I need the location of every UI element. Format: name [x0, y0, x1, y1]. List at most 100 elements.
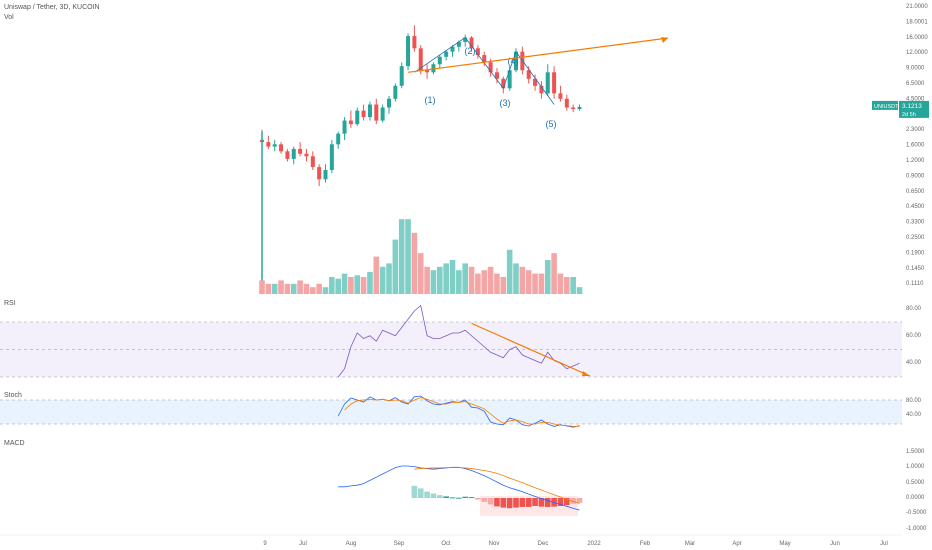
- macd-histogram-bar: [487, 498, 494, 505]
- rsi-trendline: [471, 322, 591, 377]
- price-axis-tick: 21.0000: [906, 4, 928, 10]
- macd-axis-tick: 0.0000: [906, 495, 925, 501]
- volume-bar: [405, 219, 411, 294]
- trendline-arrowhead: [661, 37, 668, 43]
- time-axis-tick: Aug: [346, 541, 357, 547]
- candle-body: [564, 98, 569, 108]
- candle-body: [291, 148, 296, 159]
- stoch-panel-label: Stoch: [4, 392, 22, 399]
- volume-label: Vol: [4, 14, 14, 21]
- volume-bar: [335, 278, 341, 294]
- candle-body: [507, 70, 512, 89]
- price-badge-value: 3.1213: [902, 103, 922, 110]
- volume-bar: [310, 287, 316, 294]
- rsi-axis-tick: 40.00: [906, 360, 922, 366]
- price-badge: [899, 100, 929, 118]
- time-axis-tick: Mar: [685, 541, 695, 547]
- candle-body: [558, 93, 563, 99]
- volume-bar: [303, 283, 310, 294]
- volume-bar: [481, 270, 488, 294]
- candle-body: [545, 72, 550, 94]
- volume-bar: [379, 266, 386, 294]
- macd-histogram-bar: [494, 498, 500, 507]
- volume-bar: [271, 283, 278, 294]
- macd-histogram-bar: [564, 498, 570, 506]
- candle-body: [367, 104, 372, 118]
- macd-histogram-bar: [538, 498, 545, 507]
- candle-body: [482, 55, 487, 63]
- candle-body: [387, 98, 391, 108]
- price-axis-tick: 2.3000: [906, 127, 925, 133]
- rsi-panel-label: RSI: [4, 300, 16, 307]
- macd-histogram-bar: [570, 498, 576, 504]
- stoch-d-line: [344, 397, 580, 427]
- macd-axis-tick: -0.5000: [906, 510, 927, 516]
- macd-histogram-bar: [411, 485, 418, 498]
- rsi-line: [337, 304, 580, 378]
- rsi-axis-tick: 80.00: [906, 306, 922, 312]
- macd-histogram-bar: [443, 496, 449, 498]
- volume-bar: [341, 273, 348, 294]
- price-axis-tick: 0.1900: [906, 250, 925, 256]
- macd-histogram-bar: [519, 498, 526, 507]
- volume-bar: [449, 260, 456, 294]
- candle-body: [501, 78, 506, 89]
- macd-panel-label: MACD: [4, 440, 25, 447]
- volume-bar: [386, 263, 392, 294]
- macd-histogram-bar: [513, 498, 519, 508]
- volume-bar: [494, 273, 500, 294]
- price-axis-tick: 1.2000: [906, 158, 925, 164]
- macd-histogram-bar: [525, 498, 532, 507]
- price-axis-tick: 6.5000: [906, 81, 925, 87]
- candle-body: [514, 51, 518, 71]
- macd-histogram-bar: [557, 498, 564, 506]
- volume-bar: [430, 270, 437, 294]
- time-axis-tick: Jul: [299, 541, 307, 547]
- wave-label: (4): [508, 56, 519, 66]
- candle-body: [336, 133, 341, 145]
- stoch-axis-tick: 80.00: [906, 398, 922, 404]
- macd-histogram-bar: [532, 498, 538, 506]
- volume-bar: [354, 275, 361, 294]
- candle-body: [361, 110, 366, 118]
- price-badge-symbol-text: UNIUSDT: [874, 104, 899, 110]
- price-axis-tick: 0.2500: [906, 235, 925, 241]
- volume-bar: [424, 266, 430, 294]
- volume-bar: [462, 263, 468, 294]
- candle-body: [425, 70, 430, 73]
- volume-bar: [525, 270, 532, 294]
- candle-body: [456, 42, 461, 47]
- volume-bar: [532, 273, 538, 294]
- candle-body: [374, 104, 379, 121]
- candle-body: [444, 51, 449, 57]
- candle-body: [317, 167, 322, 180]
- volume-bar: [538, 273, 545, 294]
- candle-body: [342, 120, 347, 134]
- wave-label: (1): [425, 95, 436, 105]
- volume-bar: [367, 271, 373, 294]
- price-axis-tick: 1.6000: [906, 143, 925, 149]
- price-badge-countdown: 2d 5h: [902, 112, 916, 118]
- candle-body: [533, 78, 538, 86]
- volume-bar: [316, 283, 322, 294]
- price-axis-tick: 0.9000: [906, 173, 925, 179]
- macd-histogram-bar: [437, 495, 443, 498]
- macd-signal-line: [414, 467, 580, 504]
- candle-body: [279, 144, 284, 152]
- candle-body: [310, 156, 315, 168]
- volume-bar: [392, 239, 399, 294]
- volume-bar: [513, 263, 519, 294]
- volume-bar: [456, 270, 462, 294]
- volume-bar: [329, 277, 335, 294]
- volume-bar: [417, 253, 424, 294]
- volume-bar: [278, 280, 284, 294]
- volume-bar: [398, 219, 405, 294]
- volume-bar: [557, 273, 564, 294]
- candle-body: [571, 107, 576, 110]
- volume-bar: [265, 283, 272, 294]
- candle-body: [393, 85, 398, 99]
- volume-bar: [506, 249, 513, 294]
- candle-body: [406, 36, 411, 67]
- volume-bar: [544, 260, 551, 294]
